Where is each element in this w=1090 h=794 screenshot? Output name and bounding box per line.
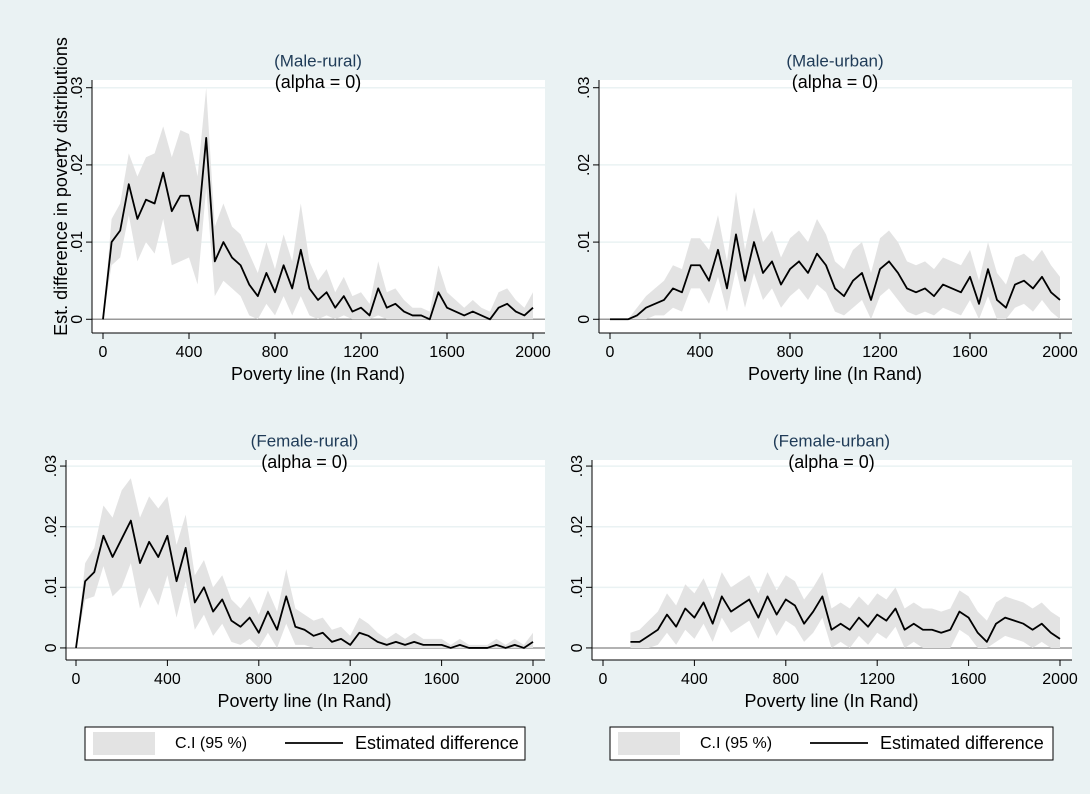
y-tick-label: 0: [69, 315, 86, 324]
chart-title: (Female-rural): [251, 431, 359, 450]
x-tick-label: 800: [245, 671, 272, 688]
chart-title: (Female-urban): [773, 431, 890, 450]
x-tick-label: 1200: [862, 344, 898, 361]
x-tick-label: 0: [72, 671, 81, 688]
x-tick-label: 2000: [1042, 344, 1078, 361]
y-tick-label: .03: [69, 77, 86, 99]
x-tick-label: 2000: [515, 344, 551, 361]
chart-title: (Male-rural): [274, 51, 362, 70]
y-tick-label: .01: [69, 231, 86, 253]
x-axis-label: Poverty line (In Rand): [231, 364, 405, 384]
x-tick-label: 0: [606, 344, 615, 361]
chart-subtitle: (alpha = 0): [792, 72, 879, 92]
x-tick-label: 1200: [859, 671, 895, 688]
legend-swatch: [618, 732, 680, 755]
y-tick-label: .02: [69, 154, 86, 176]
y-tick-label: .03: [576, 77, 593, 99]
y-axis-label: Est. difference in poverty distributions: [51, 37, 71, 336]
y-tick-label: 0: [569, 643, 586, 652]
line: [102, 136, 534, 321]
y-tick-label: .03: [43, 455, 60, 477]
x-tick-label: 1200: [343, 344, 379, 361]
y-tick-label: .02: [569, 515, 586, 537]
x-tick-label: 400: [176, 344, 203, 361]
line: [75, 519, 534, 649]
y-tick-label: .01: [576, 231, 593, 253]
x-tick-label: 2000: [515, 671, 551, 688]
x-tick-label: 800: [772, 671, 799, 688]
chart-title: (Male-urban): [786, 51, 883, 70]
y-tick-label: .01: [43, 576, 60, 598]
line: [630, 595, 1061, 643]
ci-band: [630, 572, 1060, 648]
chart-subtitle: (alpha = 0): [261, 452, 348, 472]
x-tick-label: 800: [262, 344, 289, 361]
legend-label: Estimated difference: [355, 733, 519, 753]
ci-band: [76, 478, 533, 648]
ci-band: [103, 87, 533, 320]
x-tick-label: 1600: [952, 344, 988, 361]
x-tick-label: 400: [681, 671, 708, 688]
chart-subtitle: (alpha = 0): [788, 452, 875, 472]
y-tick-label: .02: [43, 515, 60, 537]
legend-box: [84, 726, 526, 761]
legend-swatch: [93, 732, 155, 755]
y-tick-label: .03: [569, 455, 586, 477]
legend-label: C.I (95 %): [175, 735, 247, 752]
x-tick-label: 400: [687, 344, 714, 361]
y-tick-label: .01: [569, 576, 586, 598]
x-tick-label: 1200: [332, 671, 368, 688]
legend-label: Estimated difference: [880, 733, 1044, 753]
line: [610, 233, 1061, 321]
x-tick-label: 400: [154, 671, 181, 688]
x-axis-label: Poverty line (In Rand): [744, 691, 918, 711]
x-axis-label: Poverty line (In Rand): [217, 691, 391, 711]
x-axis-label: Poverty line (In Rand): [748, 364, 922, 384]
x-tick-label: 1600: [424, 671, 460, 688]
x-tick-label: 2000: [1042, 671, 1078, 688]
legend-label: C.I (95 %): [700, 735, 772, 752]
chart-subtitle: (alpha = 0): [275, 72, 362, 92]
x-tick-label: 800: [777, 344, 804, 361]
x-tick-label: 0: [599, 671, 608, 688]
x-tick-label: 0: [99, 344, 108, 361]
x-tick-label: 1600: [951, 671, 987, 688]
x-tick-label: 1600: [429, 344, 465, 361]
y-tick-label: 0: [43, 643, 60, 652]
y-tick-label: 0: [576, 315, 593, 324]
y-tick-label: .02: [576, 154, 593, 176]
